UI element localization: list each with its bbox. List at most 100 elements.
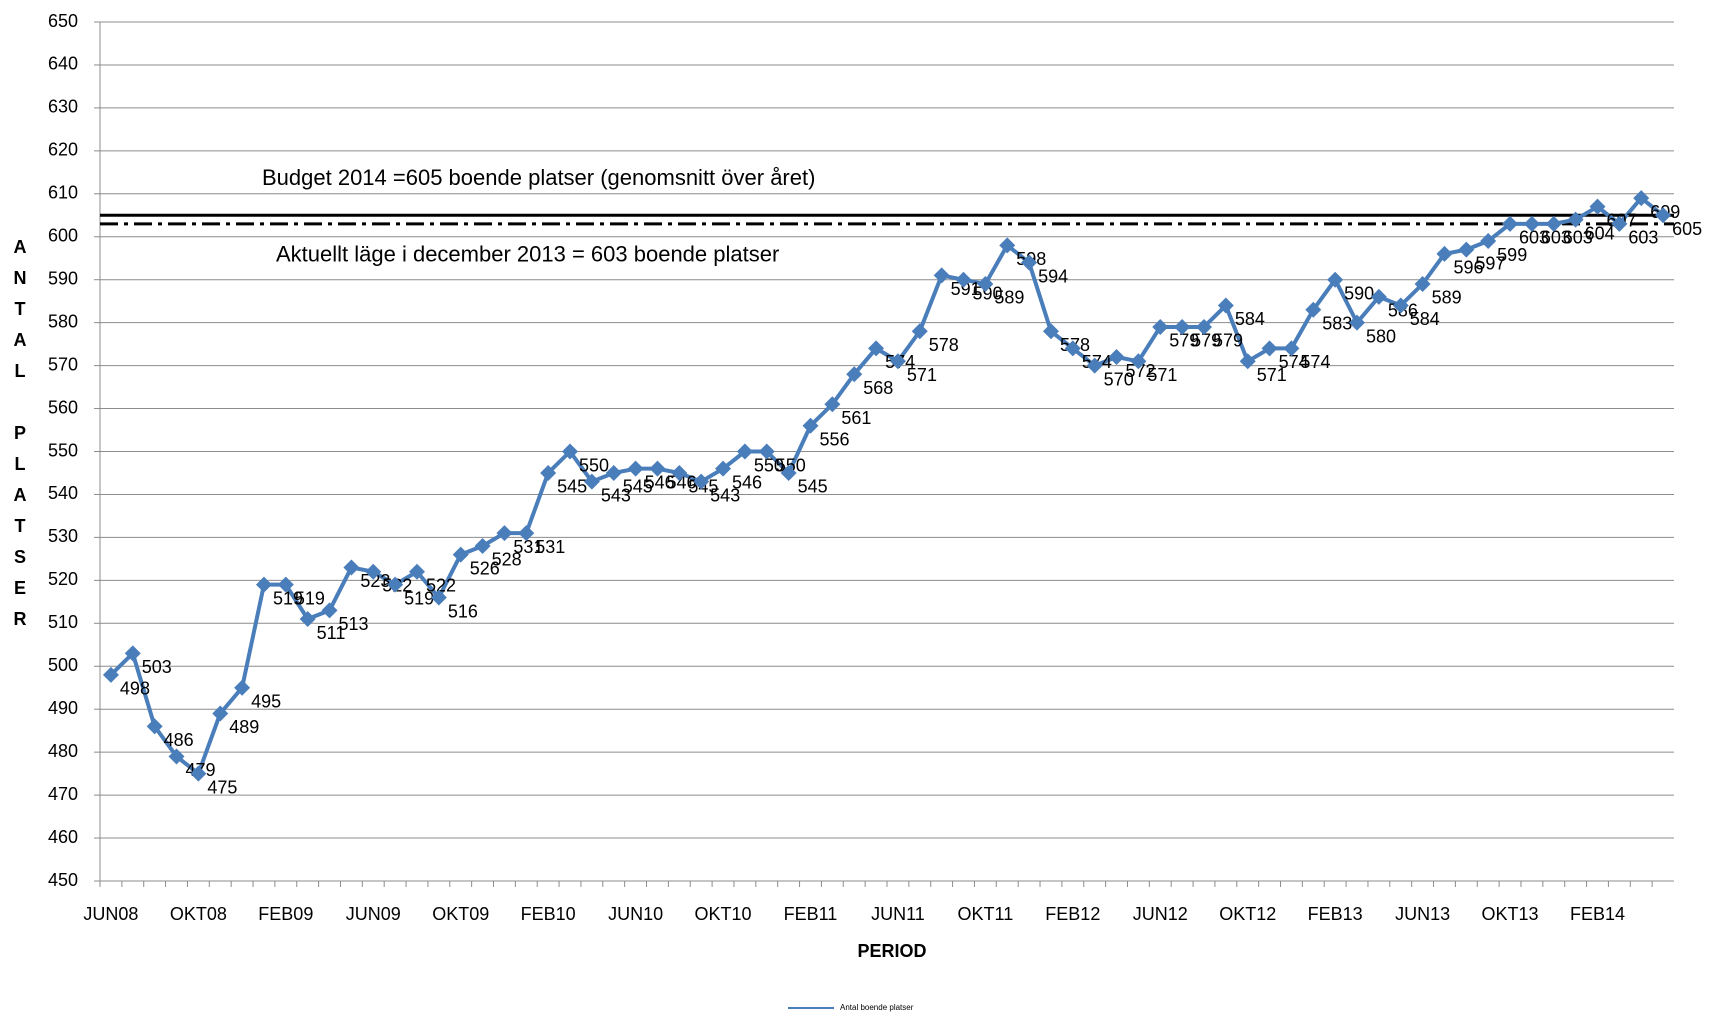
y-tick-label: 590 [48,268,78,288]
data-label: 546 [645,472,675,492]
data-point [911,323,928,340]
data-label: 589 [1432,288,1462,308]
y-tick-label: 600 [48,226,78,246]
data-label: 594 [1038,266,1068,286]
y-tick-label: 450 [48,870,78,890]
x-tick-label: OKT11 [958,904,1014,924]
data-point [627,460,644,477]
data-label: 489 [229,717,259,737]
data-point [1283,340,1300,357]
y-tick-label: 530 [48,526,78,546]
data-point [321,602,338,619]
data-label: 543 [710,485,740,505]
x-tick-label: OKT09 [432,904,489,924]
data-point [1152,318,1169,335]
data-point [1436,245,1453,262]
data-point [649,460,666,477]
x-tick-label: OKT13 [1482,904,1539,924]
data-label: 603 [1628,228,1658,248]
x-tick-label: FEB10 [521,904,576,924]
data-point [1239,353,1256,370]
x-tick-label: JUN12 [1133,904,1188,924]
data-point [868,340,885,357]
data-label: 495 [251,691,281,711]
reference-label: Budget 2014 =605 boende platser (genomsn… [262,165,815,190]
data-point [1392,297,1409,314]
data-point [1349,314,1366,331]
y-tick-label: 640 [48,54,78,74]
data-point [168,748,185,765]
data-point [1174,318,1191,335]
data-label: 531 [513,537,543,557]
data-point [540,464,557,481]
data-label: 571 [1257,365,1287,385]
y-tick-label: 580 [48,311,78,331]
data-point [933,267,950,284]
y-tick-label: 560 [48,397,78,417]
data-label: 578 [929,335,959,355]
data-label: 550 [754,455,784,475]
data-label: 503 [142,657,172,677]
y-tick-label: 460 [48,827,78,847]
data-label: 561 [841,408,871,428]
data-point [1458,241,1475,258]
data-label: 574 [1300,352,1330,372]
data-point [496,525,513,542]
data-point [102,666,119,683]
x-tick-label: OKT12 [1219,904,1276,924]
data-label: 546 [666,472,696,492]
data-point [1064,340,1081,357]
data-label: 597 [1475,253,1505,273]
data-label: 519 [273,588,303,608]
data-label: 571 [1147,365,1177,385]
data-point [124,645,141,662]
y-tick-label: 610 [48,183,78,203]
data-label: 584 [1410,309,1440,329]
series-line [109,196,1665,776]
y-tick-label: 550 [48,440,78,460]
data-point [518,525,535,542]
data-point [1523,215,1540,232]
x-tick-label: FEB09 [258,904,313,924]
y-tick-label: 470 [48,784,78,804]
data-point [846,366,863,383]
data-label: 579 [1169,331,1199,351]
data-point [758,443,775,460]
data-point [146,718,163,735]
data-point [1611,215,1628,232]
data-label: 550 [579,455,609,475]
data-label: 475 [207,777,237,797]
data-point [1414,275,1431,292]
data-label: 570 [1104,369,1134,389]
data-point [562,443,579,460]
data-point [255,576,272,593]
data-label: 550 [776,455,806,475]
y-tick-label: 490 [48,698,78,718]
data-label: 571 [907,365,937,385]
y-tick-label: 620 [48,140,78,160]
data-point [999,237,1016,254]
data-point [1217,297,1234,314]
data-point [736,443,753,460]
data-point [1261,340,1278,357]
data-label: 596 [1453,258,1483,278]
data-label: 516 [448,601,478,621]
data-point [1108,349,1125,366]
data-label: 568 [863,378,893,398]
data-label: 545 [557,477,587,497]
data-label: 603 [1563,228,1593,248]
legend-label: Antal boende platser [840,1003,914,1012]
x-tick-label: JUN09 [346,904,401,924]
data-point [1042,323,1059,340]
data-point [212,705,229,722]
data-point [1502,215,1519,232]
data-point [1086,357,1103,374]
y-tick-label: 570 [48,354,78,374]
data-label: 604 [1585,223,1615,243]
data-label: 523 [360,571,390,591]
data-point [474,537,491,554]
data-label: 579 [1191,331,1221,351]
data-point [1480,233,1497,250]
x-tick-label: JUN10 [608,904,663,924]
